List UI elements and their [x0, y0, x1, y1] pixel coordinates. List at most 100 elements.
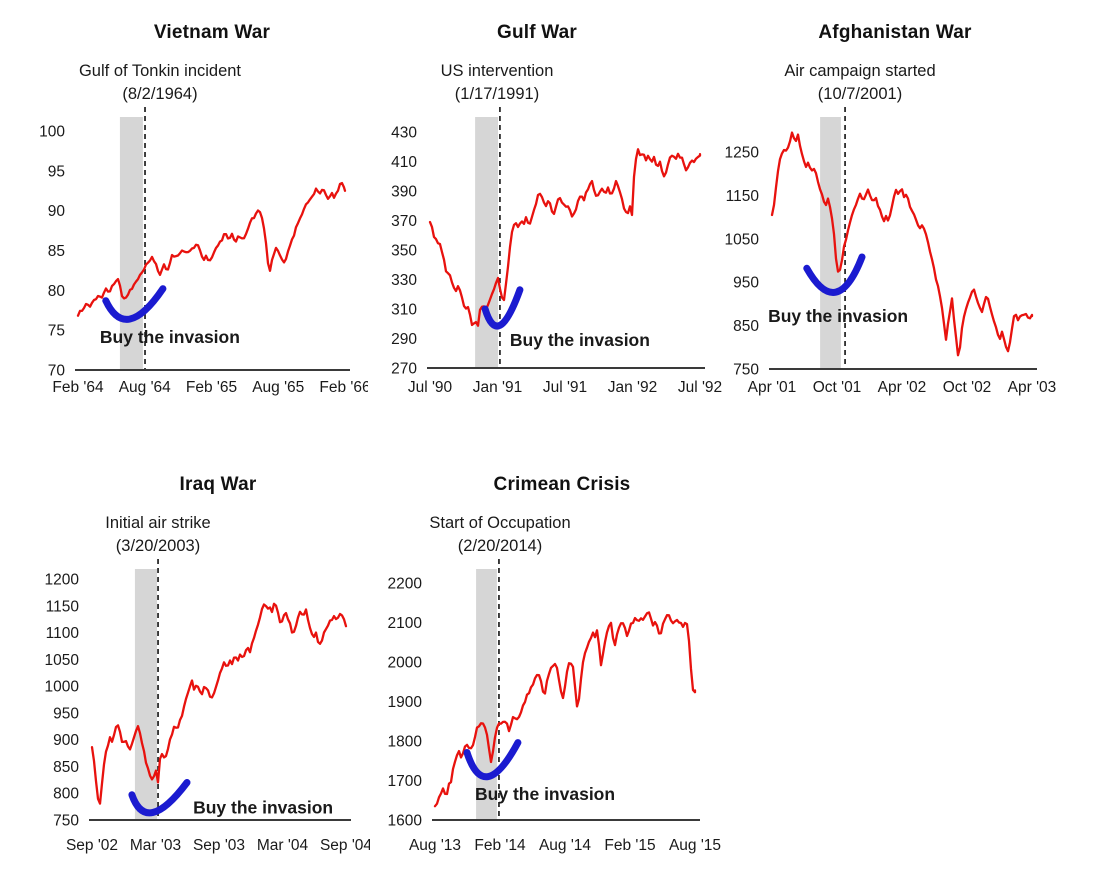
y-tick-label: 85 [48, 243, 65, 260]
event-date: (10/7/2001) [817, 85, 903, 103]
buy-annotation-text: Buy the invasion [100, 327, 240, 347]
x-tick-label: Apr '03 [1008, 379, 1057, 396]
chart-title-gulf-war: Gulf War [496, 22, 578, 43]
y-tick-label: 1700 [388, 773, 423, 790]
y-tick-label: 90 [48, 203, 66, 220]
y-tick-label: 75 [48, 323, 65, 340]
x-tick-label: Aug '13 [409, 837, 461, 854]
x-tick-label: Aug '15 [669, 837, 721, 854]
x-tick-label: Feb '66 [319, 379, 370, 396]
x-tick-label: Oct '01 [813, 379, 862, 396]
y-tick-label: 350 [391, 243, 417, 260]
price-line [76, 181, 347, 317]
event-band [476, 569, 497, 820]
y-tick-label: 950 [733, 275, 759, 292]
y-tick-label: 95 [48, 163, 65, 180]
y-tick-label: 1250 [725, 145, 760, 162]
y-tick-label: 370 [391, 213, 417, 230]
y-tick-label: 1050 [725, 231, 760, 248]
y-tick-label: 850 [733, 318, 759, 335]
event-date: (3/20/2003) [115, 537, 201, 555]
y-tick-label: 270 [391, 361, 417, 378]
event-label: Air campaign started [784, 62, 936, 80]
y-tick-label: 430 [391, 125, 417, 142]
y-tick-label: 1900 [388, 694, 423, 711]
event-subtitle-iraq-war: Initial air strike (3/20/2003) [105, 512, 210, 558]
buy-smile-annotation [803, 253, 866, 296]
y-tick-label: 2200 [388, 576, 423, 593]
event-band [475, 117, 499, 368]
buy-annotation-text: Buy the invasion [510, 330, 650, 350]
x-tick-label: Sep '02 [66, 837, 118, 854]
event-label: Initial air strike [105, 514, 211, 532]
chart-title-afghanistan-war: Afghanistan War [818, 22, 972, 43]
y-tick-label: 1800 [388, 734, 423, 751]
event-subtitle-vietnam-war: Gulf of Tonkin incident (8/2/1964) [79, 60, 241, 106]
x-tick-label: Jan '92 [608, 379, 658, 396]
y-tick-label: 2000 [388, 655, 423, 672]
x-tick-label: Jul '92 [678, 379, 722, 396]
buy-smile-annotation [481, 286, 524, 330]
x-tick-label: Aug '65 [252, 379, 304, 396]
x-tick-label: Feb '14 [474, 837, 526, 854]
x-tick-label: Feb '65 [186, 379, 237, 396]
y-tick-label: 1150 [726, 188, 760, 205]
x-tick-label: Jul '91 [543, 379, 587, 396]
x-tick-label: Feb '15 [604, 837, 655, 854]
buy-annotation-text: Buy the invasion [193, 798, 333, 818]
x-tick-label: Apr '02 [878, 379, 927, 396]
buy-smile-annotation [463, 739, 522, 781]
event-subtitle-crimean-crisis: Start of Occupation (2/20/2014) [429, 512, 570, 558]
x-tick-label: Aug '64 [119, 379, 171, 396]
buy-smile-annotation [102, 285, 167, 323]
buy-annotation-text: Buy the invasion [768, 306, 908, 326]
event-band [820, 117, 841, 369]
y-tick-label: 850 [53, 759, 79, 776]
y-tick-label: 70 [48, 363, 66, 380]
event-label: Gulf of Tonkin incident [78, 62, 242, 80]
y-tick-label: 1000 [45, 679, 80, 696]
y-tick-label: 2100 [388, 615, 423, 632]
x-tick-label: Jul '90 [408, 379, 453, 396]
event-band [119, 117, 143, 370]
y-tick-label: 100 [39, 124, 65, 141]
y-tick-label: 1050 [45, 652, 80, 669]
event-date: (2/20/2014) [457, 537, 543, 555]
y-tick-label: 750 [53, 813, 79, 830]
event-subtitle-afghanistan-war: Air campaign started (10/7/2001) [784, 60, 935, 106]
y-tick-label: 290 [391, 331, 417, 348]
y-tick-label: 1600 [388, 813, 423, 830]
y-tick-label: 800 [53, 786, 79, 803]
y-tick-label: 1100 [46, 625, 80, 642]
y-tick-label: 410 [391, 154, 417, 171]
chart-title-vietnam-war: Vietnam War [153, 22, 271, 43]
event-subtitle-gulf-war: US intervention (1/17/1991) [441, 60, 554, 106]
chart-crimean-crisis: 2200 2100 2000 1900 1800 1700 1600 Aug '13 Feb '… [388, 559, 721, 854]
x-tick-label: Oct '02 [943, 379, 992, 396]
chart-title-iraq-war: Iraq War [179, 474, 257, 495]
x-tick-label: Apr '01 [748, 379, 797, 396]
x-tick-label: Sep '03 [193, 837, 245, 854]
x-tick-label: Jan '91 [473, 379, 523, 396]
y-tick-label: 900 [53, 732, 79, 749]
chart-title-crimean-crisis: Crimean Crisis [493, 474, 631, 495]
y-tick-label: 80 [48, 283, 66, 300]
event-label: Start of Occupation [429, 514, 571, 532]
x-tick-label: Mar '03 [130, 837, 181, 854]
price-line [770, 131, 1034, 357]
y-tick-label: 950 [53, 705, 79, 722]
y-tick-label: 1150 [46, 598, 80, 615]
y-tick-label: 310 [391, 302, 417, 319]
y-tick-label: 390 [391, 184, 417, 201]
event-date: (8/2/1964) [122, 85, 198, 103]
x-tick-label: Mar '04 [257, 837, 309, 854]
buy-annotation-text: Buy the invasion [475, 784, 615, 804]
price-line [428, 148, 702, 327]
y-tick-label: 1200 [45, 572, 80, 589]
event-label: US intervention [440, 62, 554, 80]
